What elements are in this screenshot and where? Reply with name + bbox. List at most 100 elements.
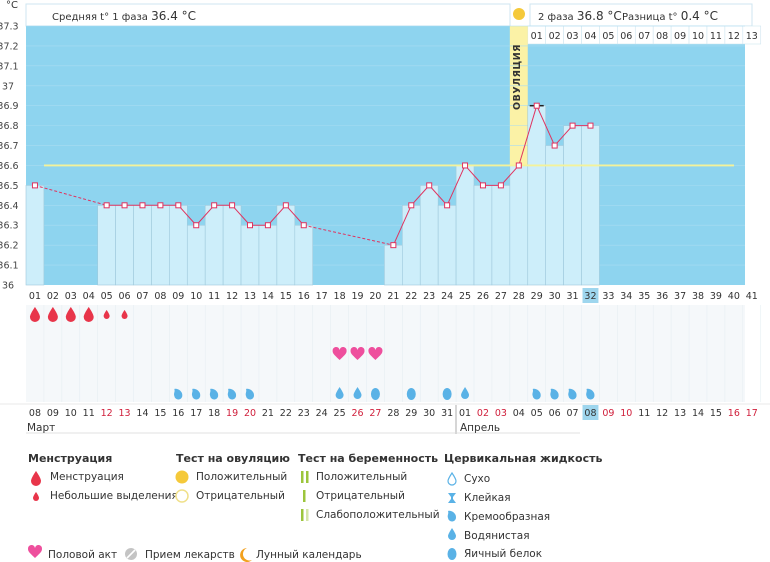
temperature-bar [509, 165, 529, 286]
legend-fluid-sticky: Клейкая [464, 492, 511, 504]
legend-fluid-dry: Сухо [464, 473, 491, 485]
cycle-day-label: 30 [549, 291, 561, 302]
fluid-sticky-icon [448, 493, 456, 503]
temperature-bar [115, 205, 134, 286]
temperature-line-segment [500, 165, 520, 186]
calendar-date-label: 30 [423, 408, 435, 419]
temperature-bar [258, 224, 278, 286]
fluid-creamy-icon [227, 388, 237, 400]
legend-medication: Прием лекарств [145, 549, 235, 561]
fluid-watery-icon [448, 528, 456, 540]
legend-fluid-watery: Водянистая [464, 530, 530, 542]
temperature-bar [204, 205, 224, 286]
temp-diff: Разница t° 0.4 °C [622, 9, 718, 23]
fluid-creamy-icon [245, 388, 255, 400]
luteal-day-label: 03 [567, 31, 579, 42]
calendar-date-label: 02 [477, 408, 489, 419]
calendar-date-label: 28 [387, 408, 399, 419]
legend-light-item: Небольшие выделения [50, 490, 178, 502]
calendar-date-label: 03 [495, 408, 507, 419]
temperature-line-segment [536, 105, 556, 146]
cycle-day-label: 17 [316, 291, 328, 302]
temperature-bar [581, 125, 600, 286]
legend-pregnancy-title: Тест на беременность [298, 452, 439, 465]
temperature-bar [169, 205, 188, 286]
y-tick-label: 37.1 [0, 61, 19, 72]
fluid-dry-icon [447, 471, 457, 486]
legend-menstruation-title: Менструация [28, 452, 113, 465]
cycle-day-label: 26 [477, 291, 489, 302]
cycle-day-label: 21 [387, 291, 399, 302]
menstruation-drop-icon [65, 307, 76, 322]
calendar-date-label: 23 [298, 408, 310, 419]
temperature-bar [437, 205, 457, 286]
cycle-day-label: 24 [441, 291, 453, 302]
luteal-day-label: 05 [602, 31, 614, 42]
luteal-day-label: 01 [531, 31, 543, 42]
legend-preg-weak: Слабоположительный [316, 509, 440, 521]
cycle-day-label: 28 [513, 291, 525, 302]
temperature-bar [545, 145, 564, 286]
temperature-bar [473, 185, 493, 286]
fluid-creamy-icon [447, 510, 457, 522]
fluid-eggwhite-icon [370, 388, 380, 400]
calendar-date-label: 17 [746, 408, 758, 419]
cycle-day-label: 41 [746, 291, 758, 302]
calendar-date-label: 09 [602, 408, 614, 419]
calendar-date-label: 12 [101, 408, 113, 419]
phase2-label: 2 фаза [538, 12, 574, 23]
temperature-line-segment [303, 224, 394, 246]
calendar-date-label: 22 [280, 408, 292, 419]
fluid-creamy-icon [550, 388, 559, 400]
legend-preg-negative: Отрицательный [316, 490, 405, 502]
legend-ovtest-negative: Отрицательный [196, 490, 285, 502]
calendar-date-label: 05 [531, 408, 543, 419]
cycle-day-label: 07 [136, 291, 148, 302]
y-tick-label: 36.6 [0, 161, 19, 172]
luteal-day-cell [742, 25, 762, 45]
temperature-point [587, 122, 594, 129]
temperature-line-segment [518, 105, 538, 166]
temperature-bar [491, 185, 511, 286]
preg-negative-icon [303, 490, 306, 502]
heart-icon [350, 346, 365, 360]
luteal-day-label: 04 [584, 31, 596, 42]
phase2-summary: 2 фаза 36.8 °C [538, 9, 622, 23]
luteal-day-label: 13 [746, 31, 758, 42]
calendar-date-label: 11 [638, 408, 650, 419]
diff-value: 0.4 °C [680, 9, 719, 23]
temperature-line-segment [410, 185, 430, 206]
temperature-point [300, 222, 307, 229]
temperature-bar [455, 165, 475, 286]
heart-icon [368, 346, 383, 360]
y-tick-label: 37 [2, 81, 14, 92]
cycle-day-label: 35 [638, 291, 650, 302]
cycle-day-label: 31 [567, 291, 579, 302]
calendar-date-label: 15 [154, 408, 166, 419]
phase1-summary: Средняя t° 1 фаза 36.4 °C [52, 9, 196, 23]
cycle-day-label: 15 [280, 291, 292, 302]
temperature-bar [276, 205, 296, 286]
cycle-day-label: 12 [226, 291, 238, 302]
temperature-line-segment [267, 204, 287, 226]
calendar-date-label: 18 [208, 408, 220, 419]
unit-label: °C [6, 0, 18, 11]
temperature-point [479, 182, 486, 189]
cycle-day-label: 01 [29, 291, 41, 302]
temperature-line-segment [464, 165, 484, 186]
temperature-point [264, 222, 271, 229]
calendar-date-label: 10 [620, 408, 632, 419]
calendar-date-label: 20 [244, 408, 256, 419]
temperature-point [551, 142, 558, 149]
calendar-date-label: 07 [567, 408, 579, 419]
calendar-date-label: 24 [316, 408, 328, 419]
cycle-day-label: 33 [602, 291, 614, 302]
calendar-date-label: 29 [405, 408, 417, 419]
moon-icon [240, 548, 252, 562]
calendar-date-label: 19 [226, 408, 238, 419]
temperature-point [103, 202, 110, 209]
temperature-line-segment [554, 125, 573, 146]
calendar-date-label: 25 [334, 408, 346, 419]
menstruation-drop-icon [31, 471, 41, 486]
